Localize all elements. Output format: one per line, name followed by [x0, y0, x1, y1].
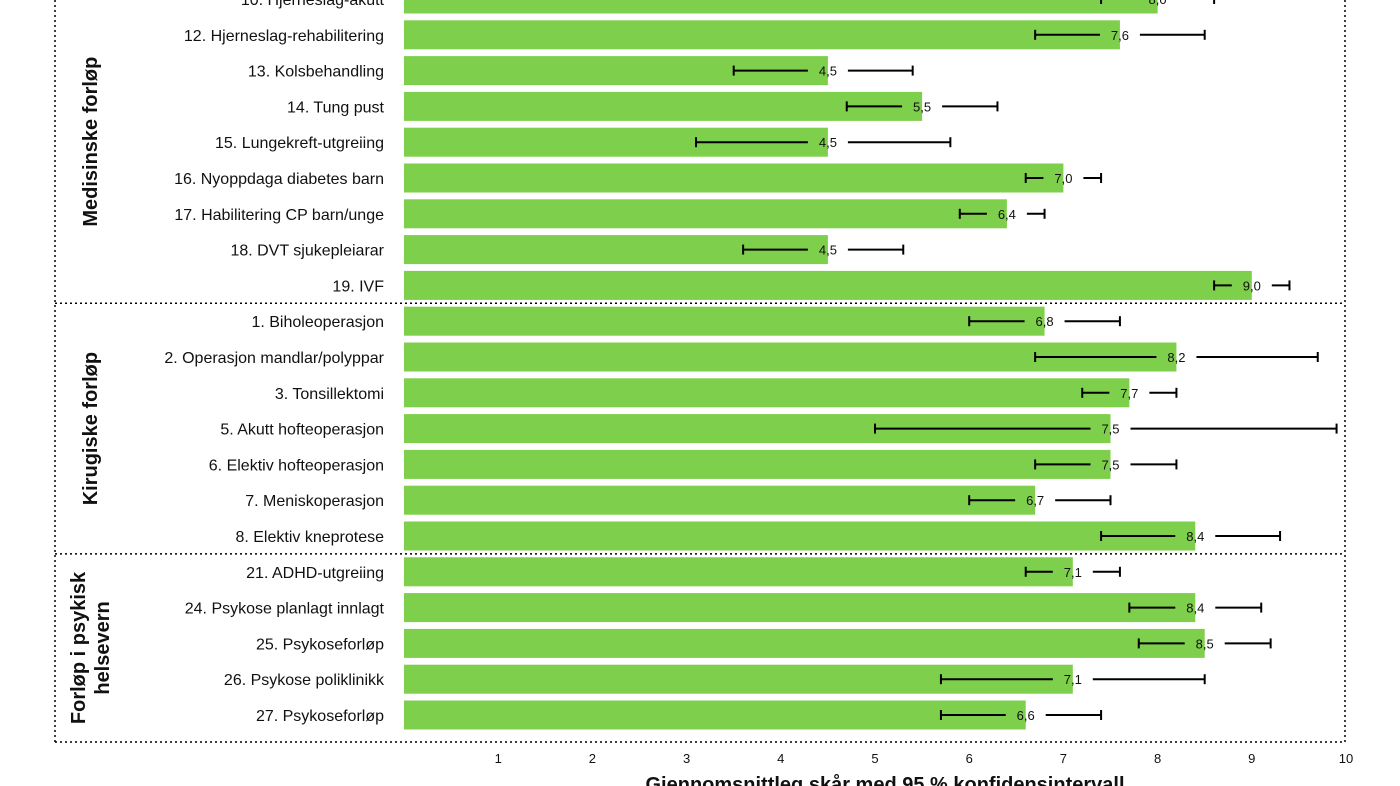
x-tick-label: 6	[966, 751, 973, 766]
bar	[404, 0, 1158, 14]
bar	[404, 485, 1036, 515]
category-label: 3. Tonsillektomi	[275, 386, 384, 403]
category-label: 19. IVF	[332, 278, 384, 295]
x-tick-label: 3	[683, 751, 690, 766]
category-label: 16. Nyoppdaga diabetes barn	[174, 171, 384, 188]
bar	[404, 557, 1073, 587]
x-tick-label: 1	[495, 751, 502, 766]
data-label: 7,0	[1054, 171, 1072, 186]
group-label: Forløp i psykisk	[68, 571, 90, 724]
x-tick-label: 9	[1248, 751, 1255, 766]
category-label: 7. Meniskoperasjon	[245, 493, 384, 510]
data-label: 8,0	[1149, 0, 1167, 7]
category-label: 15. Lungekreft-utgreiing	[215, 135, 384, 152]
bar	[404, 700, 1026, 730]
data-label: 7,7	[1120, 386, 1138, 401]
bar	[404, 628, 1205, 658]
category-label: 6. Elektiv hofteoperasjon	[209, 457, 384, 474]
data-label: 8,4	[1186, 601, 1204, 616]
data-label: 7,1	[1064, 672, 1082, 687]
bar	[404, 199, 1007, 229]
x-tick-label: 5	[871, 751, 878, 766]
category-label: 2. Operasjon mandlar/polyppar	[164, 350, 384, 367]
bar	[404, 521, 1196, 551]
data-label: 6,8	[1036, 314, 1054, 329]
bar	[404, 378, 1130, 408]
data-label: 8,4	[1186, 529, 1204, 544]
bar	[404, 270, 1252, 300]
group-label: Kirugiske forløp	[80, 352, 102, 505]
data-label: 5,5	[913, 99, 931, 114]
category-label: 27. Psykoseforløp	[256, 708, 384, 725]
data-label: 4,5	[819, 64, 837, 79]
category-label: 21. ADHD-utgreiing	[246, 565, 384, 582]
bar	[404, 20, 1120, 50]
category-label: 5. Akutt hofteoperasjon	[220, 422, 384, 439]
category-label: 26. Psykose poliklinikk	[224, 672, 385, 689]
x-tick-label: 4	[777, 751, 784, 766]
category-label: 12. Hjerneslag-rehabilitering	[184, 28, 384, 45]
bar	[404, 91, 923, 121]
data-label: 6,6	[1017, 708, 1035, 723]
group-label: Medisinske forløp	[80, 57, 102, 227]
x-axis-title: Gjennomsnittleg skår med 95 % konfidensi…	[645, 773, 1124, 786]
data-label: 8,5	[1196, 636, 1214, 651]
bar	[404, 593, 1196, 623]
data-label: 7,5	[1101, 457, 1119, 472]
category-label: 13. Kolsbehandling	[248, 64, 384, 81]
data-label: 7,6	[1111, 28, 1129, 43]
data-label: 9,0	[1243, 278, 1261, 293]
bar	[404, 163, 1064, 193]
category-label: 18. DVT sjukepleiarar	[230, 243, 384, 260]
category-label: 1. Biholeoperasjon	[251, 314, 384, 331]
data-label: 4,5	[819, 135, 837, 150]
data-label: 7,5	[1101, 422, 1119, 437]
data-label: 7,1	[1064, 565, 1082, 580]
data-label: 4,5	[819, 243, 837, 258]
category-label: 17. Habilitering CP barn/unge	[174, 207, 384, 224]
category-label: 14. Tung pust	[287, 99, 385, 116]
bar	[404, 306, 1045, 336]
bar	[404, 449, 1111, 479]
x-tick-label: 8	[1154, 751, 1161, 766]
data-label: 6,7	[1026, 493, 1044, 508]
category-label: 24. Psykose planlagt innlagt	[185, 601, 385, 618]
group-label: helsevern	[92, 601, 114, 694]
data-label: 6,4	[998, 207, 1016, 222]
x-tick-label: 7	[1060, 751, 1067, 766]
x-tick-label: 10	[1339, 751, 1353, 766]
x-tick-label: 2	[589, 751, 596, 766]
category-label: 10. Hjerneslag-akutt	[241, 0, 385, 9]
category-label: 25. Psykoseforløp	[256, 636, 384, 653]
category-label: 8. Elektiv kneprotese	[235, 529, 384, 546]
data-label: 8,2	[1167, 350, 1185, 365]
